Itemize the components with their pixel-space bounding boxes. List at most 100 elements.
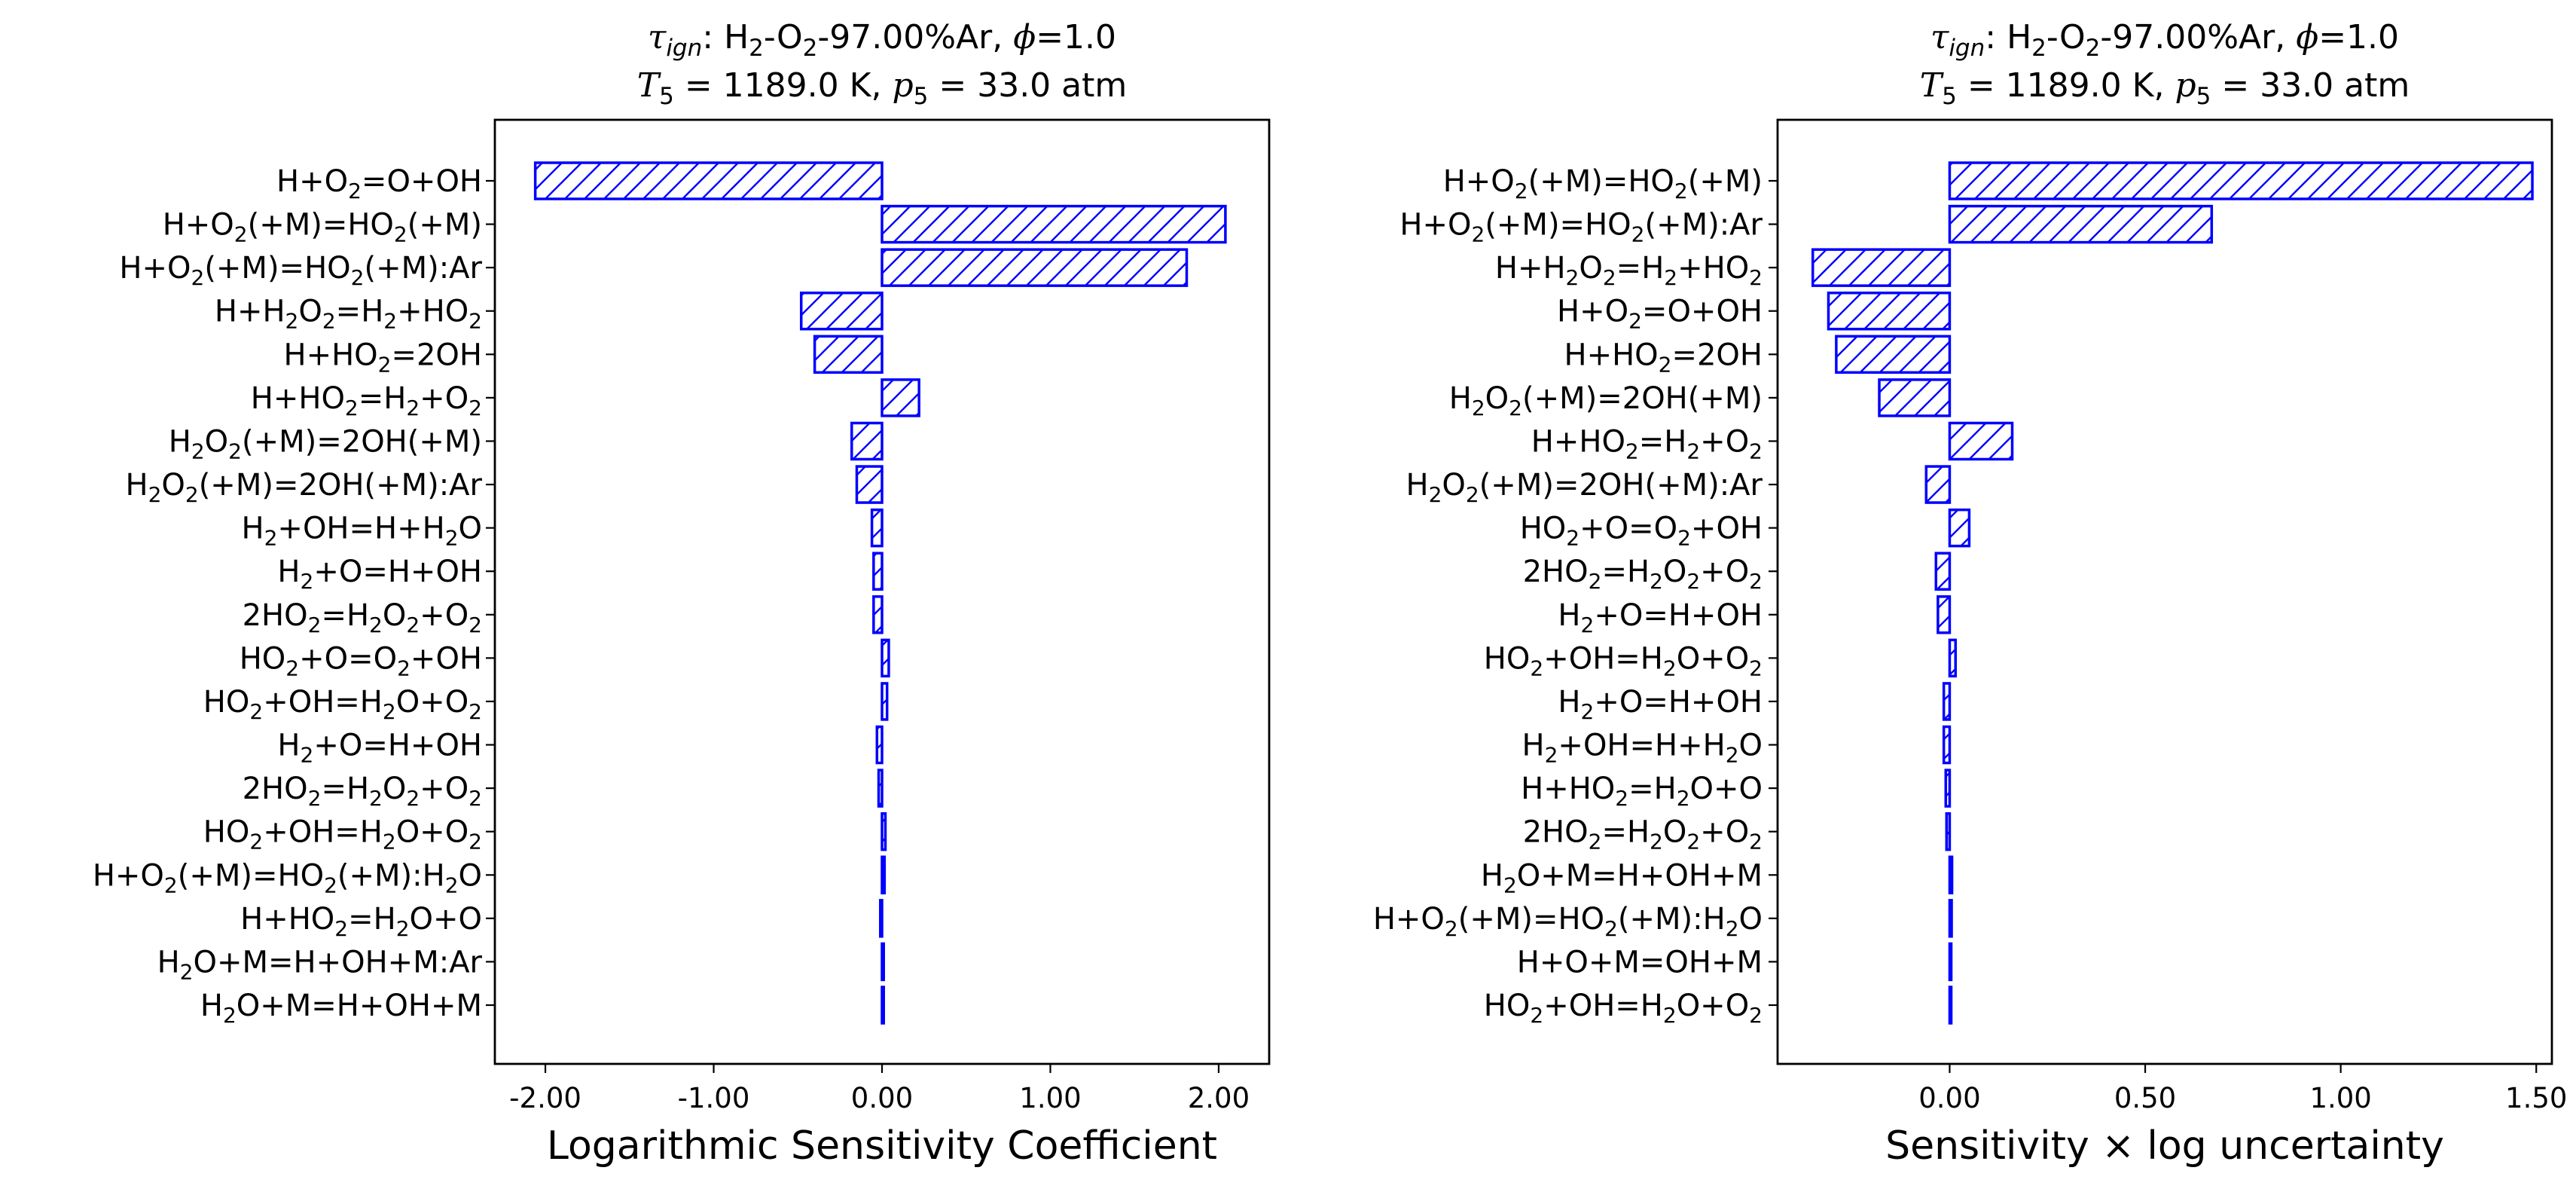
label-subscript: 2 bbox=[1515, 179, 1528, 203]
label-subscript: 2 bbox=[469, 309, 482, 334]
x-tick-label: 0.00 bbox=[1918, 1082, 1980, 1114]
reaction-label: H2​+OH=H+H2​O bbox=[1522, 729, 1763, 768]
sensitivity-bar bbox=[1942, 725, 1952, 765]
label-subscript: 2 bbox=[406, 786, 420, 811]
label-subscript: 2 bbox=[1566, 265, 1579, 290]
reaction-label: H2​+O=H+OH bbox=[277, 729, 482, 768]
reaction-label: 2HO2​=H2​O2​+O2​ bbox=[1523, 815, 1763, 854]
sensitivity-bar bbox=[1944, 769, 1952, 808]
label-subscript: 2 bbox=[249, 830, 263, 854]
label-subscript: 2 bbox=[378, 352, 392, 377]
x-tick-label: 1.00 bbox=[2309, 1082, 2371, 1114]
reaction-label: H+H2​O2​=H2​+HO2​ bbox=[1495, 251, 1763, 290]
label-subscript: 2 bbox=[1686, 439, 1700, 463]
label-subscript: 2 bbox=[324, 873, 337, 897]
label-subscript: 2 bbox=[1471, 222, 1485, 247]
chart-title-line-2: T5 = 1189.0 K, p5 = 33.0 atm bbox=[637, 66, 1127, 110]
label-subscript: 2 bbox=[397, 656, 411, 680]
sensitivity-bar bbox=[1948, 899, 1953, 938]
label-subscript: 2 bbox=[1530, 1003, 1543, 1028]
sensitivity-bar bbox=[1811, 248, 1952, 287]
label-subscript: 2 bbox=[1604, 916, 1618, 941]
label-subscript: 2 bbox=[1663, 1003, 1677, 1028]
label-subscript: 2 bbox=[1726, 916, 1739, 941]
label-subscript: 2 bbox=[1472, 396, 1485, 420]
sensitivity-bar bbox=[1948, 508, 1971, 548]
label-subscript: 2 bbox=[1677, 786, 1690, 811]
reaction-label: 2HO2​=H2​O2​+O2​ bbox=[243, 598, 482, 637]
label-subscript: 2 bbox=[1686, 569, 1700, 594]
label-subscript: 2 bbox=[1631, 222, 1645, 247]
label-subscript: 2 bbox=[383, 699, 396, 724]
label-subscript: 2 bbox=[1615, 786, 1628, 811]
reaction-label: H2​O2​(+M)=2OH(+M) bbox=[1449, 381, 1763, 420]
label-subscript: 2 bbox=[1581, 613, 1595, 637]
reaction-label: HO2​+O=O2​+OH bbox=[1520, 512, 1763, 551]
sensitivity-bar bbox=[799, 291, 884, 331]
sensitivity-bar bbox=[1945, 811, 1952, 851]
sensitivity-bar bbox=[1924, 465, 1952, 504]
reaction-label: H+HO2​=2OH bbox=[1564, 338, 1763, 377]
reaction-label: H+HO2​=H2​+O2​ bbox=[251, 381, 482, 420]
label-subscript: 2 bbox=[1663, 656, 1677, 680]
label-subscript: 2 bbox=[469, 786, 482, 811]
label-subscript: 2 bbox=[1674, 179, 1688, 203]
sensitivity-bar bbox=[1948, 942, 1953, 982]
sensitivity-bar bbox=[881, 638, 890, 678]
label-subscript: 2 bbox=[1429, 482, 1442, 507]
label-subscript: 2 bbox=[1545, 743, 1558, 768]
x-tick-label: 0.50 bbox=[2114, 1082, 2176, 1114]
label-subscript: 2 bbox=[301, 743, 314, 768]
label-subscript: 2 bbox=[308, 613, 322, 637]
sensitivity-bar bbox=[881, 811, 887, 851]
sensitivity-bar bbox=[875, 725, 884, 765]
chart-title-line-1: τign: H2-O2-97.00%Ar, ϕ=1.0 bbox=[648, 18, 1116, 62]
reaction-label: H2​+O=H+OH bbox=[1558, 598, 1763, 637]
label-subscript: 2 bbox=[1749, 569, 1763, 594]
reaction-label: H+O+M=OH+M bbox=[1517, 945, 1763, 980]
label-subscript: 2 bbox=[1625, 439, 1639, 463]
x-tick-label: 0.00 bbox=[851, 1082, 913, 1114]
reaction-label: HO2​+OH=H2​O+O2​ bbox=[203, 685, 482, 724]
sensitivity-bar bbox=[1937, 595, 1952, 634]
reaction-label: H2​+O=H+OH bbox=[277, 555, 482, 594]
label-subscript: 2 bbox=[148, 482, 162, 507]
label-subscript: 2 bbox=[322, 309, 336, 334]
label-subscript: 2 bbox=[180, 959, 194, 984]
label-subscript: 2 bbox=[351, 265, 365, 290]
sensitivity-bar bbox=[533, 161, 884, 200]
sensitivity-bar bbox=[872, 552, 884, 591]
sensitivity-bar bbox=[1878, 378, 1952, 417]
axes-frame bbox=[1776, 118, 2553, 1065]
label-subscript: 2 bbox=[1530, 656, 1543, 680]
reaction-label: H2​O+M=H+OH+M bbox=[1481, 858, 1763, 897]
reaction-label: H2​+OH=H+H2​O bbox=[242, 512, 482, 551]
sensitivity-bar bbox=[870, 508, 884, 548]
sensitivity-bar bbox=[1827, 291, 1952, 331]
label-subscript: 2 bbox=[334, 916, 348, 941]
reaction-label: H+O2​(+M)=HO2​(+M):Ar bbox=[1399, 208, 1763, 247]
chart-title-line-2: T5 = 1189.0 K, p5 = 33.0 atm bbox=[1920, 66, 2410, 110]
left-sensitivity-chart: τign: H2-O2-97.00%Ar, ϕ=1.0T5 = 1189.0 K… bbox=[93, 18, 1271, 1169]
label-subscript: 2 bbox=[396, 916, 410, 941]
reaction-label: H+HO2​=H2​O+O bbox=[240, 902, 482, 941]
label-subscript: 2 bbox=[345, 396, 359, 420]
label-subscript: 2 bbox=[1749, 1003, 1763, 1028]
sensitivity-bar bbox=[881, 855, 887, 895]
label-subscript: 2 bbox=[1466, 482, 1479, 507]
x-tick-label: -1.00 bbox=[678, 1082, 750, 1114]
sensitivity-bar bbox=[881, 682, 889, 721]
reaction-label: 2HO2​=H2​O2​+O2​ bbox=[243, 772, 482, 811]
label-subscript: 2 bbox=[406, 396, 420, 420]
label-subscript: 2 bbox=[308, 786, 322, 811]
label-subscript: 2 bbox=[191, 439, 205, 463]
label-subscript: 2 bbox=[1749, 830, 1763, 854]
label-subscript: 2 bbox=[191, 265, 204, 290]
reaction-label: 2HO2​=H2​O2​+O2​ bbox=[1523, 555, 1763, 594]
label-subscript: 2 bbox=[164, 873, 178, 897]
sensitivity-bar bbox=[881, 942, 885, 982]
sensitivity-bar bbox=[855, 465, 884, 504]
reaction-label: H+O2​=O+OH bbox=[276, 164, 482, 203]
label-subscript: 2 bbox=[1589, 830, 1602, 854]
